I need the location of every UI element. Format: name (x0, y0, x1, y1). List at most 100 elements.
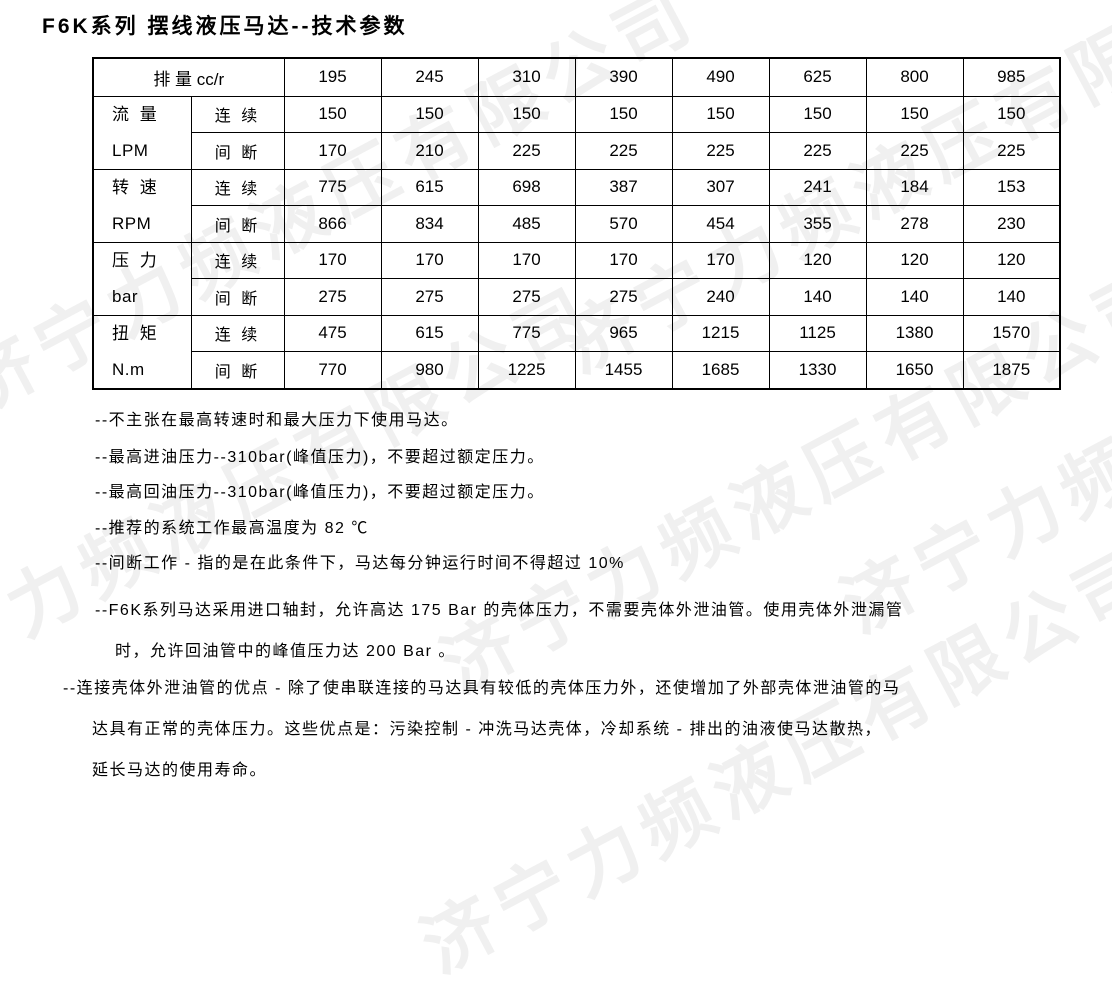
document-content: F6K系列 摆线液压马达--技术参数 排 量 cc/r 195 245 310 390 4… (42, 15, 1061, 779)
mode-label: 连 续 (190, 241, 285, 279)
mode-label: 间 断 (190, 132, 285, 170)
value-cell: 485 (477, 205, 576, 243)
value-cell: 1875 (962, 351, 1061, 389)
displacement-value: 310 (477, 57, 576, 97)
note-line: --最高回油压力--310bar(峰值压力)，不要超过额定压力。 (95, 484, 545, 501)
displacement-value: 625 (768, 57, 867, 97)
value-cell: 225 (477, 132, 576, 170)
parameter-unit: RPM (112, 213, 152, 233)
table-row: 流 量 LPM 连 续 150 150 150 150 150 150 150 150 (92, 95, 1061, 170)
value-cell: 775 (477, 314, 576, 353)
value-cell: 770 (283, 351, 382, 389)
value-cell: 210 (380, 132, 479, 170)
mode-label: 连 续 (190, 314, 285, 353)
parameter-name: 扭 矩 (112, 323, 160, 343)
value-cell: 170 (671, 241, 770, 279)
value-cell: 475 (283, 314, 382, 353)
value-cell: 225 (671, 132, 770, 170)
note-line: --F6K系列马达采用进口轴封，允许高达 175 Bar 的壳体压力，不需要壳体… (95, 602, 904, 619)
page-title: F6K系列 摆线液压马达--技术参数 (42, 15, 408, 38)
value-cell: 150 (283, 95, 382, 133)
note-line: --最高进油压力--310bar(峰值压力)，不要超过额定压力。 (95, 449, 545, 466)
value-cell: 1215 (671, 314, 770, 353)
note-line: 延长马达的使用寿命。 (92, 762, 268, 779)
parameter-label: 转 速 RPM (92, 168, 192, 243)
value-cell: 454 (671, 205, 770, 243)
note-line: --不主张在最高转速时和最大压力下使用马达。 (95, 412, 459, 429)
mode-label: 间 断 (190, 278, 285, 316)
value-cell: 275 (574, 278, 673, 316)
value-cell: 615 (380, 314, 479, 353)
mode-label: 连 续 (190, 168, 285, 206)
value-cell: 170 (574, 241, 673, 279)
parameter-unit: bar (112, 286, 139, 306)
table-row: 间 断 770 980 1225 1455 1685 1330 1650 1875 (93, 351, 1061, 389)
value-cell: 1125 (768, 314, 867, 353)
value-cell: 355 (768, 205, 867, 243)
value-cell: 1650 (865, 351, 964, 389)
value-cell: 150 (477, 95, 576, 133)
value-cell: 150 (962, 95, 1061, 133)
value-cell: 834 (380, 205, 479, 243)
displacement-value: 800 (865, 57, 964, 97)
displacement-value: 390 (574, 57, 673, 97)
mode-label: 连 续 (190, 95, 285, 133)
value-cell: 307 (671, 168, 770, 206)
parameter-unit: LPM (112, 140, 149, 160)
table-header-row: 排 量 cc/r 195 245 310 390 490 625 800 985 (92, 57, 1061, 97)
mode-label: 间 断 (190, 205, 285, 243)
table-row: 转 速 RPM 连 续 775 615 698 387 307 241 184 153 (92, 168, 1061, 243)
value-cell: 140 (768, 278, 867, 316)
value-cell: 275 (283, 278, 382, 316)
value-cell: 866 (283, 205, 382, 243)
value-cell: 1455 (574, 351, 673, 389)
value-cell: 698 (477, 168, 576, 206)
note-line: --间断工作 - 指的是在此条件下，马达每分钟运行时间不得超过 10% (95, 555, 625, 572)
value-cell: 150 (865, 95, 964, 133)
table-row: 间 断 866 834 485 570 454 355 278 230 (93, 205, 1061, 243)
parameter-name: 转 速 (112, 177, 160, 197)
value-cell: 170 (283, 241, 382, 279)
value-cell: 140 (865, 278, 964, 316)
parameter-name: 流 量 (112, 104, 160, 124)
value-cell: 275 (477, 278, 576, 316)
value-cell: 615 (380, 168, 479, 206)
value-cell: 120 (962, 241, 1061, 279)
value-cell: 275 (380, 278, 479, 316)
value-cell: 387 (574, 168, 673, 206)
displacement-value: 245 (380, 57, 479, 97)
value-cell: 278 (865, 205, 964, 243)
note-line: --推荐的系统工作最高温度为 82 ℃ (95, 520, 369, 537)
value-cell: 150 (380, 95, 479, 133)
value-cell: 120 (865, 241, 964, 279)
mode-label: 间 断 (190, 351, 285, 389)
displacement-header: 排 量 cc/r (92, 57, 285, 97)
value-cell: 170 (283, 132, 382, 170)
value-cell: 240 (671, 278, 770, 316)
value-cell: 775 (283, 168, 382, 206)
spec-table: 排 量 cc/r 195 245 310 390 490 625 800 985 流 量 LPM 连 … (92, 57, 1061, 390)
value-cell: 230 (962, 205, 1061, 243)
table-row: 扭 矩 N.m 连 续 475 615 775 965 1215 1125 1380 1570 (92, 314, 1061, 389)
parameter-unit: N.m (112, 359, 145, 379)
value-cell: 1380 (865, 314, 964, 353)
parameter-label: 流 量 LPM (92, 95, 192, 170)
table-row: 压 力 bar 连 续 170 170 170 170 170 120 120 120 (92, 241, 1061, 316)
value-cell: 150 (574, 95, 673, 133)
value-cell: 225 (768, 132, 867, 170)
note-line: --连接壳体外泄油管的优点 - 除了使串联连接的马达具有较低的壳体压力外，还使增… (63, 680, 901, 697)
value-cell: 225 (962, 132, 1061, 170)
displacement-value: 985 (962, 57, 1061, 97)
note-line: 时，允许回油管中的峰值压力达 200 Bar 。 (115, 643, 456, 660)
value-cell: 140 (962, 278, 1061, 316)
value-cell: 980 (380, 351, 479, 389)
value-cell: 120 (768, 241, 867, 279)
parameter-label: 压 力 bar (92, 241, 192, 316)
value-cell: 150 (671, 95, 770, 133)
value-cell: 225 (574, 132, 673, 170)
value-cell: 570 (574, 205, 673, 243)
value-cell: 153 (962, 168, 1061, 206)
value-cell: 1570 (962, 314, 1061, 353)
displacement-value: 490 (671, 57, 770, 97)
